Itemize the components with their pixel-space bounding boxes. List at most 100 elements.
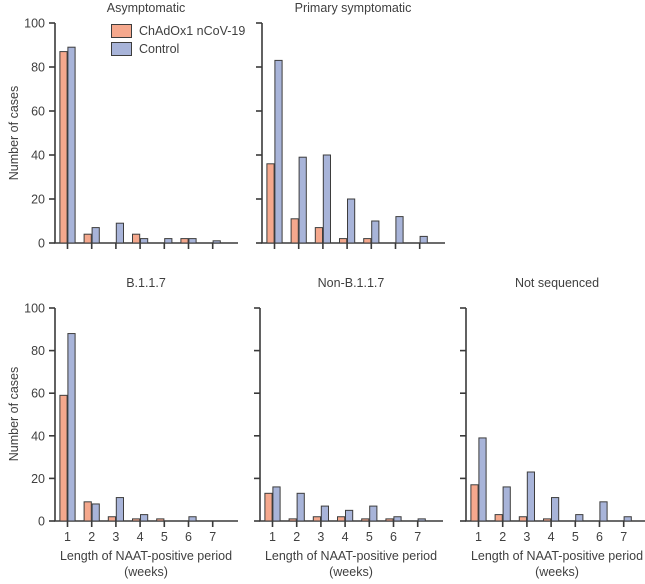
- y-tick-label: 80: [31, 344, 45, 358]
- y-tick-label: 60: [31, 387, 45, 401]
- legend-label-control: Control: [139, 42, 180, 56]
- legend-row-chadox1: ChAdOx1 nCoV-19: [111, 24, 245, 38]
- panel-title-primary-symptomatic: Primary symptomatic: [294, 1, 412, 15]
- x-tick-label: 5: [572, 530, 579, 544]
- x-tick-label: 6: [185, 530, 192, 544]
- bar-chadox1-week-3: [312, 516, 322, 522]
- y-tick-label: 20: [31, 193, 45, 207]
- x-tick-label: 2: [499, 530, 506, 544]
- bar-chadox1-week-6: [385, 518, 394, 522]
- bar-chadox1-week-4: [337, 516, 346, 522]
- x-tick-label: 1: [64, 530, 71, 544]
- x-tick-label: 6: [390, 530, 397, 544]
- y-tick-label: 40: [31, 429, 45, 443]
- x-tick-label: 3: [523, 530, 530, 544]
- y-tick-label: 0: [38, 237, 45, 251]
- legend-label-chadox1: ChAdOx1 nCoV-19: [139, 24, 246, 38]
- panel-title-asymptomatic: Asymptomatic: [106, 1, 186, 15]
- x-tick-label: 2: [88, 530, 95, 544]
- x-tick-label: 6: [596, 530, 603, 544]
- bar-control-week-3: [526, 471, 536, 522]
- bar-control-week-1: [478, 437, 487, 522]
- x-tick-label: 3: [317, 530, 324, 544]
- panel-plot-not-sequenced: 1 2 3 4 5 6 7: [460, 307, 645, 544]
- x-tick-label: 7: [414, 530, 421, 544]
- bar-control-week-5: [371, 220, 380, 244]
- x-tick-label: 1: [475, 530, 482, 544]
- y-tick-label: 60: [31, 105, 45, 119]
- bar-chadox1-week-3: [314, 227, 324, 244]
- bar-control-week-6: [188, 238, 197, 244]
- bar-control-week-2: [296, 492, 305, 522]
- panel-plot-asymptomatic: 0 20 40 60 80 100: [24, 17, 238, 251]
- legend: ChAdOx1 nCoV-19 Control: [111, 24, 245, 56]
- panel-title-b117: B.1.1.7: [126, 276, 166, 290]
- bar-control-week-3: [115, 222, 125, 244]
- bar-control-week-7: [623, 516, 632, 522]
- bar-control-week-3: [322, 154, 332, 244]
- bar-control-week-6: [395, 216, 404, 244]
- x-tick-label: 7: [209, 530, 216, 544]
- bar-chadox1-week-1: [266, 163, 275, 244]
- y-tick-label: 80: [31, 61, 45, 75]
- bar-chadox1-week-5: [156, 518, 165, 522]
- bar-control-week-4: [140, 238, 149, 244]
- panel-plot-non-b-1-1-7: 1 2 3 4 5 6 7: [254, 307, 443, 544]
- bar-control-week-1: [67, 46, 76, 244]
- bar-chadox1-week-2: [83, 501, 92, 522]
- bar-chadox1-week-5: [363, 238, 372, 244]
- bar-chadox1-week-4: [339, 238, 348, 244]
- bar-control-week-2: [298, 156, 307, 244]
- bar-chadox1-week-2: [83, 233, 92, 244]
- bar-chadox1-week-4: [132, 518, 141, 522]
- panel-plot-primary-symptomatic: [256, 22, 445, 249]
- bar-control-week-3: [115, 497, 125, 522]
- bar-control-week-7: [417, 518, 426, 522]
- y-tick-label: 100: [24, 17, 45, 31]
- bar-control-week-7: [212, 240, 221, 244]
- bar-control-week-6: [188, 516, 197, 522]
- legend-row-control: Control: [111, 42, 245, 56]
- x-axis-title-not-sequenced: Length of NAAT-positive period (weeks): [451, 548, 645, 580]
- x-axis-title-line2: (weeks): [329, 565, 373, 579]
- x-tick-label: 4: [548, 530, 555, 544]
- x-tick-label: 2: [293, 530, 300, 544]
- bar-chadox1-week-5: [361, 518, 370, 522]
- bar-control-week-6: [599, 501, 608, 522]
- bar-chadox1-week-2: [290, 218, 299, 244]
- bar-control-week-4: [347, 198, 356, 244]
- y-tick-label: 0: [38, 515, 45, 529]
- x-tick-label: 7: [620, 530, 627, 544]
- y-tick-label: 100: [24, 302, 45, 316]
- bar-control-week-7: [419, 235, 428, 244]
- x-axis-title-line2: (weeks): [535, 565, 579, 579]
- bar-chadox1-week-1: [59, 394, 68, 522]
- x-axis-title-line1: Length of NAAT-positive period: [470, 549, 644, 563]
- bar-chadox1-week-4: [132, 233, 141, 244]
- y-tick-label: 20: [31, 472, 45, 486]
- bar-control-week-5: [164, 238, 173, 244]
- x-tick-label: 4: [137, 530, 144, 544]
- x-axis-title-line2: (weeks): [124, 565, 168, 579]
- panel-plot-b-1-1-7: 0 20 40 60 80 100 1 2 3 4 5 6 7: [24, 302, 238, 544]
- bar-chadox1-week-1: [470, 484, 479, 522]
- bar-control-week-1: [67, 333, 76, 522]
- x-tick-label: 4: [342, 530, 349, 544]
- bar-control-week-6: [393, 516, 402, 522]
- x-tick-label: 1: [269, 530, 276, 544]
- x-tick-label: 3: [112, 530, 119, 544]
- bar-control-week-4: [345, 509, 354, 522]
- bar-control-week-5: [575, 514, 584, 522]
- panel-title-non-b117: Non-B.1.1.7: [317, 276, 385, 290]
- legend-swatch-control: [111, 42, 132, 56]
- bar-control-week-3: [320, 505, 330, 522]
- bar-control-week-4: [551, 497, 560, 522]
- bar-chadox1-week-3: [107, 516, 117, 522]
- legend-swatch-chadox1: [111, 24, 132, 38]
- bar-chadox1-week-1: [59, 51, 68, 244]
- bar-chadox1-week-1: [264, 492, 273, 522]
- x-axis-title-line1: Length of NAAT-positive period: [264, 549, 438, 563]
- bar-control-week-4: [140, 514, 149, 522]
- bar-chadox1-week-6: [180, 238, 189, 244]
- bar-chadox1-week-2: [494, 514, 503, 522]
